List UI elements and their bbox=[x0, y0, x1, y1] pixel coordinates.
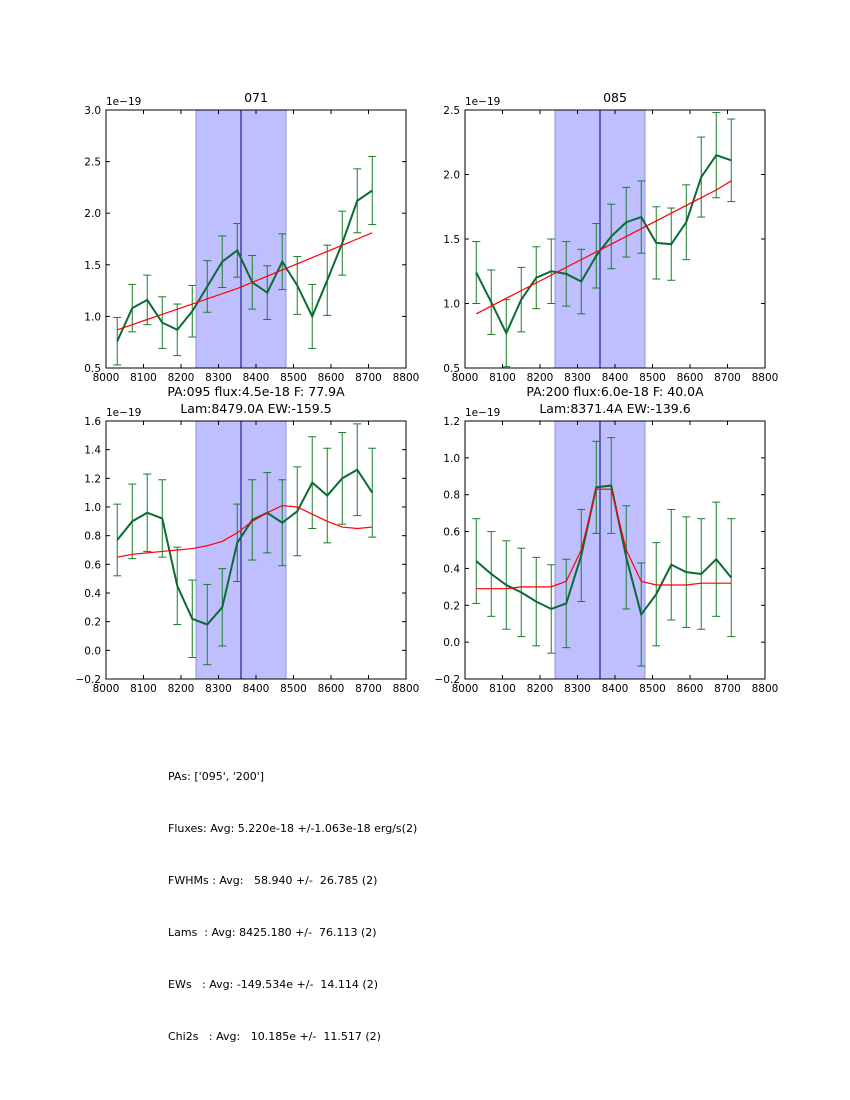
chart-title-line-1: PA:200 flux:6.0e-18 F: 40.0A bbox=[526, 384, 704, 399]
x-tick-label: 8100 bbox=[130, 372, 157, 384]
y-tick-label: 1.6 bbox=[84, 416, 101, 428]
series-fit-line bbox=[117, 232, 373, 331]
series-fit-line bbox=[476, 488, 732, 590]
summary-lams: Lams : Avg: 8425.180 +/- 76.113 (2) bbox=[168, 926, 377, 939]
x-tick-label: 8400 bbox=[602, 372, 629, 384]
x-tick-label: 8200 bbox=[527, 372, 554, 384]
x-tick-label: 8400 bbox=[243, 372, 270, 384]
y-tick-label: 1.5 bbox=[84, 260, 101, 272]
series-data-line bbox=[116, 189, 373, 342]
y-tick-label: 3.0 bbox=[84, 105, 101, 117]
summary-chi2s: Chi2s : Avg: 10.185e +/- 11.517 (2) bbox=[168, 1030, 381, 1043]
y-offset-label: 1e−19 bbox=[465, 407, 500, 419]
chart-title-line-2: Lam:8479.0A EW:-159.5 bbox=[180, 401, 331, 416]
chart-panel-1: 8000 8100 8200 8300 8400 8500 8600 8700 8800 0.5 1… bbox=[84, 90, 419, 384]
y-tick-label: 0.2 bbox=[84, 617, 101, 629]
x-tick-label: 8500 bbox=[639, 372, 666, 384]
series-data-line bbox=[475, 153, 732, 336]
x-tick-label: 8000 bbox=[93, 683, 120, 695]
x-tick-label: 8800 bbox=[752, 372, 779, 384]
x-tick-label: 8500 bbox=[280, 372, 307, 384]
x-tick-label: 8800 bbox=[393, 683, 420, 695]
plot-area bbox=[113, 423, 377, 666]
x-tick-label: 8200 bbox=[168, 683, 195, 695]
chart-panel-4: 8000 8100 8200 8300 8400 8500 8600 8700 8800 −0.2… bbox=[435, 384, 779, 695]
y-offset-label: 1e−19 bbox=[465, 96, 500, 108]
y-tick-label: 0.8 bbox=[84, 531, 101, 543]
series-fit-line bbox=[475, 180, 732, 315]
chart-panel-3: 8000 8100 8200 8300 8400 8500 8600 8700 8800 −0.2… bbox=[76, 384, 420, 695]
y-tick-label: 0.5 bbox=[84, 363, 101, 375]
x-tick-label: 8700 bbox=[714, 683, 741, 695]
x-tick-label: 8300 bbox=[205, 683, 232, 695]
y-tick-label: 1.0 bbox=[84, 502, 101, 514]
x-tick-label: 8600 bbox=[677, 683, 704, 695]
chart-title-line-1: PA:095 flux:4.5e-18 F: 77.9A bbox=[167, 384, 345, 399]
x-tick-label: 8800 bbox=[393, 372, 420, 384]
summary-fwhms: FWHMs : Avg: 58.940 +/- 26.785 (2) bbox=[168, 874, 378, 887]
y-tick-label: 1.2 bbox=[84, 473, 101, 485]
x-tick-label: 8600 bbox=[318, 683, 345, 695]
y-tick-label: 2.5 bbox=[84, 157, 101, 169]
chart-title: 071 bbox=[244, 90, 268, 105]
x-tick-label: 8400 bbox=[243, 683, 270, 695]
summary-ews: EWs : Avg: -149.534e +/- 14.114 (2) bbox=[168, 978, 378, 991]
y-tick-label: 2.0 bbox=[84, 208, 101, 220]
y-tick-label: 1.2 bbox=[443, 416, 460, 428]
series-data-line bbox=[475, 484, 733, 617]
y-tick-label: 1.5 bbox=[443, 234, 460, 246]
plot-area bbox=[113, 155, 377, 366]
y-tick-label: 2.0 bbox=[443, 170, 460, 182]
series-fit-line bbox=[117, 504, 373, 558]
chart-title-line-2: Lam:8371.4A EW:-139.6 bbox=[539, 401, 690, 416]
chart-panel-2: 8000 8100 8200 8300 8400 8500 8600 8700 8800 0.5 1… bbox=[443, 90, 778, 384]
y-tick-label: 1.0 bbox=[443, 453, 460, 465]
summary-stats: PAs: ['095', '200'] Fluxes: Avg: 5.220e-… bbox=[168, 744, 417, 1069]
y-offset-label: 1e−19 bbox=[106, 407, 141, 419]
y-tick-label: 0.4 bbox=[443, 563, 460, 575]
y-tick-label: 0.4 bbox=[84, 588, 101, 600]
x-tick-label: 8700 bbox=[714, 372, 741, 384]
x-tick-label: 8200 bbox=[527, 683, 554, 695]
plot-area bbox=[472, 437, 736, 667]
x-tick-label: 8400 bbox=[602, 683, 629, 695]
x-tick-label: 8000 bbox=[452, 372, 479, 384]
y-tick-label: −0.2 bbox=[76, 674, 102, 686]
x-tick-label: 8700 bbox=[355, 372, 382, 384]
x-tick-label: 8500 bbox=[639, 683, 666, 695]
y-tick-label: 0.0 bbox=[84, 645, 101, 657]
x-tick-label: 8700 bbox=[355, 683, 382, 695]
x-tick-label: 8100 bbox=[489, 683, 516, 695]
y-tick-label: 1.4 bbox=[84, 445, 101, 457]
x-tick-label: 8800 bbox=[752, 683, 779, 695]
summary-fluxes: Fluxes: Avg: 5.220e-18 +/-1.063e-18 erg/… bbox=[168, 822, 418, 835]
series-data-line bbox=[116, 468, 374, 626]
y-tick-label: 0.8 bbox=[443, 490, 460, 502]
y-tick-label: 0.5 bbox=[443, 363, 460, 375]
x-tick-label: 8300 bbox=[564, 372, 591, 384]
y-tick-label: 0.2 bbox=[443, 600, 460, 612]
y-tick-label: 0.0 bbox=[443, 637, 460, 649]
x-tick-label: 8000 bbox=[93, 372, 120, 384]
y-offset-label: 1e−19 bbox=[106, 96, 141, 108]
x-tick-label: 8000 bbox=[452, 683, 479, 695]
y-tick-label: 1.0 bbox=[84, 311, 101, 323]
y-tick-label: 2.5 bbox=[443, 105, 460, 117]
x-tick-label: 8500 bbox=[280, 683, 307, 695]
y-tick-label: −0.2 bbox=[435, 674, 461, 686]
x-tick-label: 8100 bbox=[130, 683, 157, 695]
plot-area bbox=[472, 112, 736, 368]
x-tick-label: 8100 bbox=[489, 372, 516, 384]
summary-pas: PAs: ['095', '200'] bbox=[168, 770, 265, 783]
y-tick-label: 1.0 bbox=[443, 299, 460, 311]
y-tick-label: 0.6 bbox=[443, 527, 460, 539]
chart-title: 085 bbox=[603, 90, 627, 105]
x-tick-label: 8300 bbox=[564, 683, 591, 695]
x-tick-label: 8200 bbox=[168, 372, 195, 384]
x-tick-label: 8600 bbox=[318, 372, 345, 384]
y-tick-label: 0.6 bbox=[84, 559, 101, 571]
x-tick-label: 8600 bbox=[677, 372, 704, 384]
x-tick-label: 8300 bbox=[205, 372, 232, 384]
